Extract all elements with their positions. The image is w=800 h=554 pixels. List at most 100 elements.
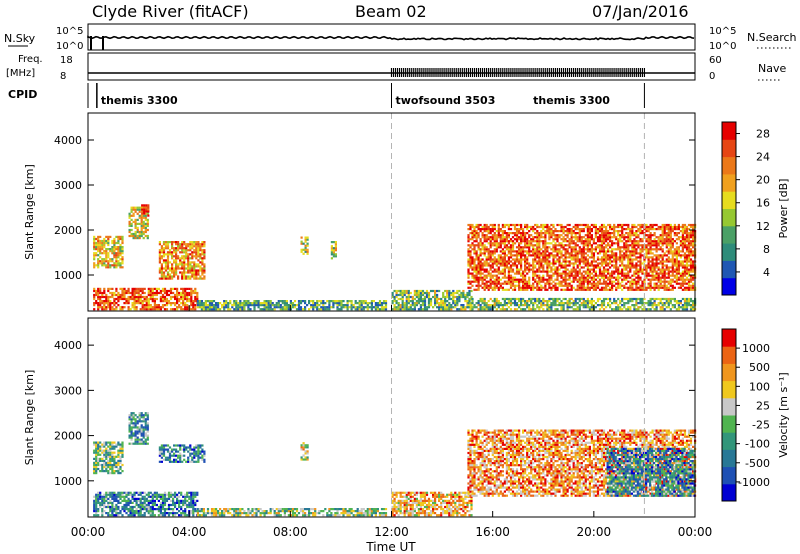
range-gate-cell xyxy=(473,268,476,271)
range-gate-cell xyxy=(645,268,648,271)
range-gate-cell xyxy=(483,268,486,271)
range-gate-cell xyxy=(692,250,695,253)
range-gate-cell xyxy=(659,248,662,251)
range-gate-cell xyxy=(395,300,398,303)
range-gate-cell xyxy=(605,252,608,255)
range-gate-cell xyxy=(637,302,640,305)
range-gate-cell xyxy=(582,276,585,279)
range-gate-cell xyxy=(635,308,638,311)
range-gate-cell xyxy=(249,304,252,307)
range-gate-cell xyxy=(560,302,563,305)
range-gate-cell xyxy=(615,278,618,281)
range-gate-cell xyxy=(600,242,604,245)
range-gate-cell xyxy=(550,274,553,277)
range-gate-cell xyxy=(407,295,410,299)
range-gate-cell xyxy=(592,274,595,277)
range-gate-cell xyxy=(223,302,226,305)
range-gate-cell xyxy=(448,289,451,293)
range-gate-cell xyxy=(671,238,674,241)
range-gate-cell xyxy=(189,247,192,250)
range-gate-cell xyxy=(574,254,577,257)
range-gate-cell xyxy=(467,228,470,231)
range-gate-cell xyxy=(166,247,170,250)
range-gate-cell xyxy=(121,297,124,301)
range-gate-cell xyxy=(625,274,628,277)
range-gate-cell xyxy=(673,297,676,301)
range-gate-cell xyxy=(655,262,658,265)
range-gate-cell xyxy=(665,242,668,245)
range-gate-cell xyxy=(487,308,490,311)
range-gate-cell xyxy=(564,302,567,305)
range-gate-cell xyxy=(600,230,604,233)
range-gate-cell xyxy=(134,210,137,213)
range-gate-cell xyxy=(263,304,266,307)
range-gate-cell xyxy=(515,223,519,227)
range-gate-cell xyxy=(574,228,577,231)
range-gate-cell xyxy=(501,232,504,235)
range-gate-cell xyxy=(187,271,190,274)
range-gate-cell xyxy=(633,234,636,237)
range-gate-cell xyxy=(191,271,194,274)
range-gate-cell xyxy=(99,239,102,243)
range-gate-cell xyxy=(473,225,476,229)
range-gate-cell xyxy=(528,276,531,279)
range-gate-cell xyxy=(566,288,569,291)
range-gate-cell xyxy=(641,254,644,257)
range-gate-cell xyxy=(582,297,585,301)
range-gate-cell xyxy=(564,244,567,247)
range-gate-cell xyxy=(189,261,192,264)
range-gate-cell xyxy=(183,257,186,260)
range-gate-cell xyxy=(503,258,506,261)
range-gate-cell xyxy=(477,282,480,285)
range-gate-cell xyxy=(598,262,602,265)
range-gate-cell xyxy=(485,276,488,279)
range-gate-cell xyxy=(602,266,606,269)
range-gate-cell xyxy=(497,258,500,261)
range-gate-cell xyxy=(109,302,112,305)
range-gate-cell xyxy=(513,254,517,257)
range-gate-cell xyxy=(602,234,606,237)
range-gate-cell xyxy=(615,270,618,273)
range-gate-cell xyxy=(497,300,500,303)
range-gate-cell xyxy=(171,255,174,258)
range-gate-cell xyxy=(568,228,571,231)
range-gate-cell xyxy=(197,245,200,248)
range-gate-cell xyxy=(153,304,156,307)
range-gate-cell xyxy=(633,240,636,243)
range-gate-cell xyxy=(621,240,624,243)
range-gate-cell xyxy=(605,230,608,233)
range-gate-cell xyxy=(645,240,648,243)
range-gate-cell xyxy=(619,230,622,233)
range-gate-cell xyxy=(669,266,672,269)
range-gate-cell xyxy=(607,282,610,285)
range-gate-cell xyxy=(113,250,116,253)
range-gate-cell xyxy=(558,248,561,251)
range-gate-cell xyxy=(475,266,478,269)
range-gate-cell xyxy=(436,293,439,297)
range-gate-cell xyxy=(675,278,678,281)
range-gate-cell xyxy=(489,274,492,277)
range-gate-cell xyxy=(208,306,212,309)
range-gate-cell xyxy=(507,280,510,283)
range-gate-cell xyxy=(493,278,496,281)
range-gate-cell xyxy=(131,293,134,297)
range-gate-cell xyxy=(475,258,478,261)
range-gate-cell xyxy=(520,260,523,263)
range-gate-cell xyxy=(210,302,214,305)
range-gate-cell xyxy=(637,282,640,285)
range-gate-cell xyxy=(479,240,482,243)
range-gate-cell xyxy=(511,270,515,273)
range-gate-cell xyxy=(689,278,693,281)
range-gate-cell xyxy=(586,300,589,303)
range-gate-cell xyxy=(493,270,496,273)
range-gate-cell xyxy=(495,274,498,277)
range-gate-cell xyxy=(169,304,173,307)
range-gate-cell xyxy=(641,225,644,229)
range-gate-cell xyxy=(135,289,138,293)
range-gate-cell xyxy=(161,293,165,297)
range-gate-cell xyxy=(117,264,120,267)
range-gate-cell xyxy=(538,288,541,291)
range-gate-cell xyxy=(621,264,624,267)
range-gate-cell xyxy=(475,232,478,235)
range-gate-cell xyxy=(119,295,122,299)
